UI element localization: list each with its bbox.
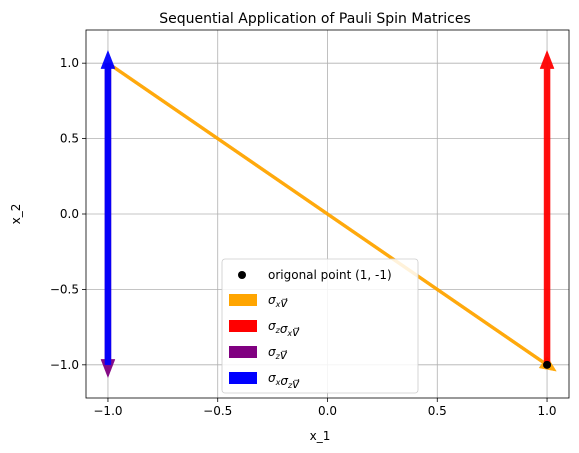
arrow-series-0 bbox=[106, 61, 557, 372]
legend-label: σzv⃗ bbox=[268, 345, 288, 362]
x-tick-label: 0.5 bbox=[428, 404, 447, 418]
legend-swatch bbox=[229, 320, 257, 332]
y-tick-label: 0.5 bbox=[60, 132, 79, 146]
chart-title: Sequential Application of Pauli Spin Mat… bbox=[159, 11, 471, 27]
legend-swatch bbox=[229, 372, 257, 384]
arrow-series-1 bbox=[539, 49, 555, 366]
legend-label: σxσzv⃗ bbox=[268, 371, 300, 391]
y-axis-label: x_2 bbox=[9, 204, 23, 225]
x-tick-label: −0.5 bbox=[203, 404, 232, 418]
x-axis-label: x_1 bbox=[310, 429, 331, 443]
y-tick-label: 0.0 bbox=[60, 207, 79, 221]
legend-box bbox=[221, 258, 419, 394]
y-tick-label: −1.0 bbox=[50, 358, 79, 372]
x-tick-label: −1.0 bbox=[93, 404, 122, 418]
x-tick-label: 0.0 bbox=[318, 404, 337, 418]
legend-swatch bbox=[229, 294, 257, 306]
axis-ticks: −1.0 −0.5 0.0 0.5 1.0 1.0 0.5 0.0 −0.5 −1.0 bbox=[50, 56, 557, 418]
legend-label: σxv⃗ bbox=[268, 293, 288, 310]
arrow-series-3 bbox=[100, 49, 116, 366]
arrows bbox=[100, 49, 557, 379]
y-tick-label: 1.0 bbox=[60, 56, 79, 70]
y-tick-label: −0.5 bbox=[50, 282, 79, 296]
legend-point-marker bbox=[238, 271, 246, 279]
legend-swatch bbox=[229, 346, 257, 358]
legend: origonal point (1, -1) σxv⃗ σzσxv⃗ σzv⃗ σxσz… bbox=[221, 258, 419, 394]
x-tick-label: 1.0 bbox=[537, 404, 556, 418]
legend-label: origonal point (1, -1) bbox=[268, 268, 392, 282]
original-point-marker bbox=[543, 360, 552, 369]
legend-label: σzσxv⃗ bbox=[268, 319, 300, 339]
